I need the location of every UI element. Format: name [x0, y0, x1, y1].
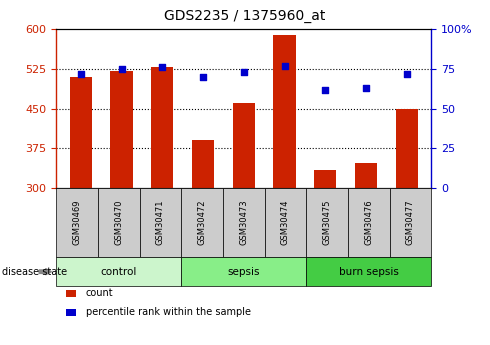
Text: GDS2235 / 1375960_at: GDS2235 / 1375960_at	[164, 9, 326, 23]
Text: control: control	[100, 267, 137, 277]
Point	[77, 71, 85, 77]
Point	[321, 87, 329, 92]
Bar	[110, 71, 133, 188]
Text: GSM30475: GSM30475	[322, 200, 332, 245]
Text: GSM30476: GSM30476	[364, 200, 373, 245]
Bar	[151, 67, 173, 188]
Point	[403, 71, 411, 77]
Point	[199, 74, 207, 80]
Bar	[395, 109, 418, 188]
Bar	[355, 162, 377, 188]
Point	[118, 66, 125, 72]
Text: count: count	[86, 288, 113, 298]
Text: GSM30470: GSM30470	[114, 200, 123, 245]
Text: GSM30472: GSM30472	[197, 200, 207, 245]
Bar	[314, 169, 337, 188]
Point	[158, 65, 166, 70]
Text: percentile rank within the sample: percentile rank within the sample	[86, 307, 251, 317]
Point	[240, 69, 247, 75]
Bar	[192, 140, 214, 188]
Point	[362, 85, 370, 91]
Text: GSM30474: GSM30474	[281, 200, 290, 245]
Text: GSM30471: GSM30471	[156, 200, 165, 245]
Text: burn sepsis: burn sepsis	[339, 267, 399, 277]
Bar	[233, 104, 255, 188]
Text: disease state: disease state	[2, 267, 68, 277]
Text: GSM30469: GSM30469	[73, 200, 82, 245]
Point	[281, 63, 289, 69]
Text: sepsis: sepsis	[227, 267, 260, 277]
Bar	[70, 77, 92, 188]
Text: GSM30477: GSM30477	[406, 200, 415, 245]
Text: GSM30473: GSM30473	[239, 200, 248, 245]
Bar	[273, 34, 296, 188]
